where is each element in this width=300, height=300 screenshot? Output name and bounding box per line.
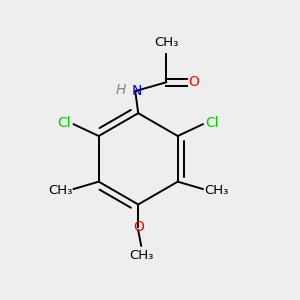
Text: O: O [188,75,199,89]
Text: CH₃: CH₃ [48,184,72,197]
Text: Cl: Cl [205,116,219,130]
Text: O: O [133,220,144,234]
Text: CH₃: CH₃ [129,249,153,262]
Text: Cl: Cl [58,116,71,130]
Text: CH₃: CH₃ [154,36,178,49]
Text: CH₃: CH₃ [204,184,229,197]
Text: N: N [132,84,142,98]
Text: H: H [116,82,126,97]
